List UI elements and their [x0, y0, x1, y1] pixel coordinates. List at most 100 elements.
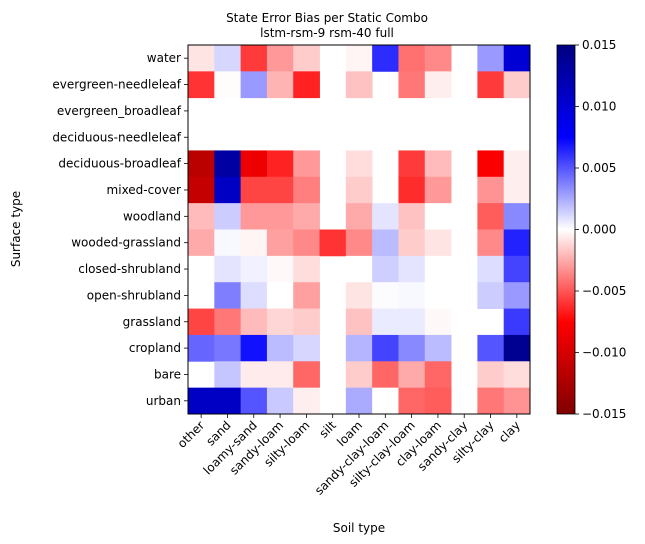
- heatmap-cell: [214, 45, 242, 72]
- heatmap-cell: [293, 334, 320, 362]
- y-axis-label: Surface type: [9, 191, 23, 267]
- heatmap-cell: [293, 255, 320, 283]
- heatmap-cell: [188, 255, 215, 283]
- heatmap-cell: [398, 176, 426, 204]
- heatmap-cell: [477, 387, 505, 415]
- heatmap-cell: [424, 150, 452, 178]
- heatmap-cell: [398, 229, 426, 257]
- heatmap-cell: [240, 361, 268, 389]
- heatmap-cell: [503, 361, 531, 389]
- heatmap-cell: [240, 334, 268, 362]
- heatmap-cell: [266, 387, 294, 415]
- heatmap-cell: [345, 334, 373, 362]
- heatmap-cell: [372, 361, 399, 389]
- heatmap-cell: [266, 255, 294, 283]
- heatmap-cell: [372, 45, 399, 72]
- heatmap-cell: [266, 176, 294, 204]
- heatmap-cell: [477, 282, 505, 309]
- colorbar-tick-label: −0.005: [582, 284, 626, 298]
- heatmap-cell: [293, 282, 320, 309]
- heatmap-cell: [293, 71, 320, 99]
- heatmap-cell: [188, 229, 215, 257]
- y-tick-label: evergreen-needleleaf: [52, 78, 181, 92]
- heatmap-cell: [214, 176, 242, 204]
- heatmap-cell: [240, 176, 268, 204]
- heatmap-cell: [188, 387, 215, 415]
- colorbar-tick-label: 0.005: [582, 161, 616, 175]
- heatmap-cell: [424, 361, 452, 389]
- heatmap-cell: [477, 71, 505, 99]
- heatmap-cell: [503, 71, 531, 99]
- colorbar-tick-label: −0.010: [582, 346, 626, 360]
- heatmap-cell: [503, 308, 531, 336]
- heatmap-cell: [477, 361, 505, 389]
- heatmap-cell: [293, 150, 320, 178]
- heatmap-cell: [240, 387, 268, 415]
- heatmap-cell: [345, 176, 373, 204]
- heatmap-cell: [424, 282, 452, 309]
- heatmap-cell: [188, 150, 215, 178]
- heatmap-cell: [214, 308, 242, 336]
- heatmap-cell: [345, 255, 373, 283]
- x-tick-label: other: [175, 418, 208, 451]
- heatmap-cell: [503, 255, 531, 283]
- heatmap-cell: [188, 334, 215, 362]
- y-tick-label: closed-shrubland: [78, 262, 181, 276]
- heatmap-cells: [188, 45, 531, 415]
- heatmap-cell: [214, 361, 242, 389]
- heatmap-cell: [345, 361, 373, 389]
- heatmap-cell: [240, 308, 268, 336]
- heatmap-cell: [424, 71, 452, 99]
- chart-subtitle: lstm-rsm-9 rsm-40 full: [260, 26, 394, 40]
- heatmap-cell: [293, 45, 320, 72]
- heatmap-cell: [266, 361, 294, 389]
- heatmap-cell: [372, 334, 399, 362]
- heatmap-cell: [240, 203, 268, 230]
- heatmap-cell: [266, 282, 294, 309]
- heatmap-cell: [214, 150, 242, 178]
- heatmap-cell: [503, 203, 531, 230]
- heatmap-cell: [503, 229, 531, 257]
- heatmap-cell: [477, 176, 505, 204]
- heatmap-cell: [424, 255, 452, 283]
- y-tick-label: wooded-grassland: [71, 236, 181, 250]
- heatmap-cell: [214, 71, 242, 99]
- heatmap-cell: [240, 229, 268, 257]
- heatmap-cell: [293, 176, 320, 204]
- y-tick-label: urban: [146, 394, 181, 408]
- heatmap-cell: [477, 45, 505, 72]
- heatmap-cell: [477, 203, 505, 230]
- heatmap-cell: [398, 334, 426, 362]
- heatmap-cell: [424, 229, 452, 257]
- heatmap-cell: [345, 45, 373, 72]
- heatmap-cell: [214, 255, 242, 283]
- heatmap-cell: [266, 71, 294, 99]
- heatmap-cell: [424, 45, 452, 72]
- heatmap-cell: [188, 71, 215, 99]
- heatmap-cell: [240, 282, 268, 309]
- y-tick-label: mixed-cover: [107, 183, 182, 197]
- heatmap-cell: [188, 45, 215, 72]
- heatmap-cell: [372, 255, 399, 283]
- heatmap-cell: [398, 203, 426, 230]
- heatmap-cell: [188, 176, 215, 204]
- y-tick-label: water: [147, 51, 181, 65]
- y-tick-label: deciduous-needleleaf: [52, 130, 181, 144]
- colorbar: [556, 44, 576, 415]
- heatmap-cell: [372, 387, 399, 415]
- heatmap-cell: [398, 387, 426, 415]
- heatmap-cell: [266, 308, 294, 336]
- y-tick-label: evergreen_broadleaf: [57, 104, 182, 118]
- heatmap-cell: [424, 387, 452, 415]
- heatmap-cell: [266, 229, 294, 257]
- heatmap-cell: [345, 150, 373, 178]
- heatmap-cell: [345, 203, 373, 230]
- heatmap-cell: [477, 229, 505, 257]
- heatmap-cell: [293, 308, 320, 336]
- heatmap-cell: [503, 282, 531, 309]
- heatmap-cell: [214, 229, 242, 257]
- heatmap-cell: [266, 45, 294, 72]
- heatmap-cell: [424, 176, 452, 204]
- heatmap-cell: [345, 229, 373, 257]
